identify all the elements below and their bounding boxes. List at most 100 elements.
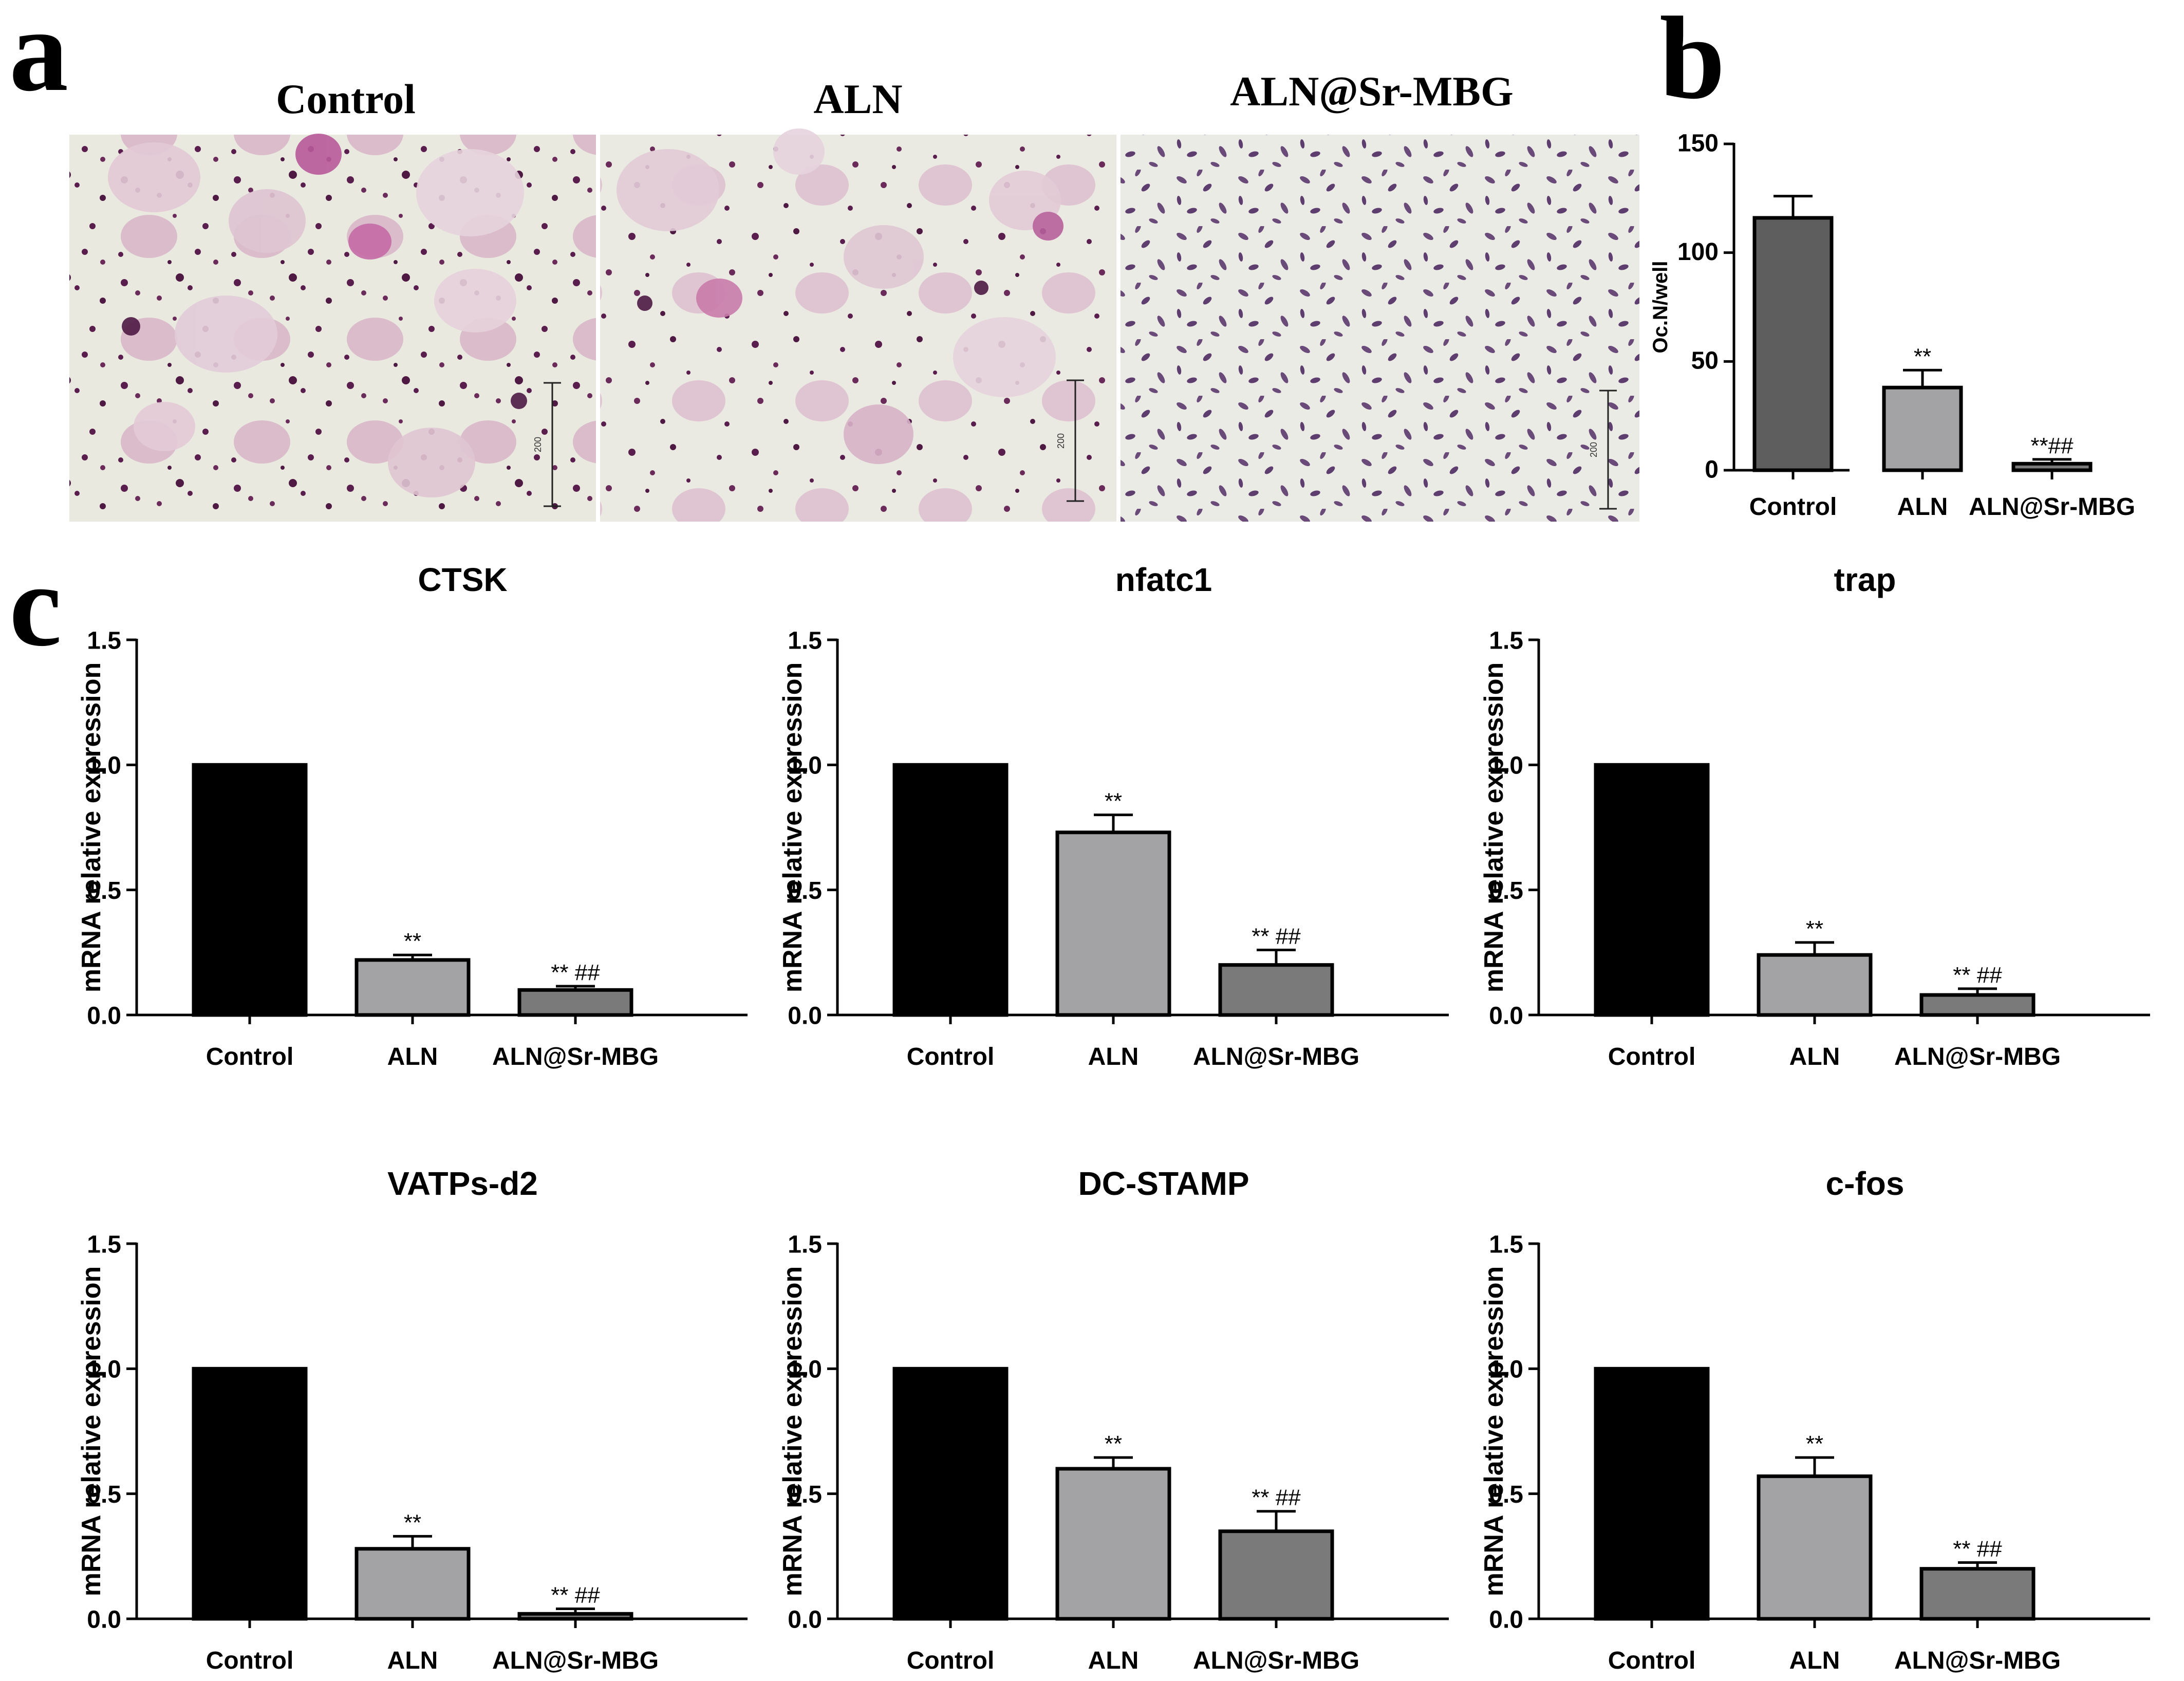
y-axis-label: mRNA relative expression (1479, 662, 1509, 993)
chart-title: c-fos (1826, 1165, 1905, 1202)
bar (1218, 963, 1334, 1017)
x-tick-label: ALN (1789, 1043, 1840, 1070)
bar (1919, 1567, 2036, 1621)
c-fos-chart: c-fos mRNA relative expression 0.0 0.5 1.0 1.… (1479, 1165, 2150, 1674)
micrograph-title: Control (276, 76, 416, 122)
significance-label: ** ## (1252, 1485, 1301, 1510)
x-tick-label: ALN@Sr-MBG (1969, 493, 2135, 521)
x-tick-label: Control (1608, 1647, 1696, 1674)
y-tick-label: 1.0 (87, 752, 121, 780)
y-tick-label: 50 (1691, 347, 1719, 375)
y-axis-label: mRNA relative expression (77, 662, 106, 993)
y-tick-label: 0.0 (1489, 1606, 1523, 1633)
y-tick-label: 1.0 (1489, 752, 1523, 780)
x-tick-label: ALN (387, 1043, 438, 1070)
y-tick-label: 1.5 (788, 627, 822, 654)
x-tick-label: ALN (387, 1647, 438, 1674)
significance-label: ** ## (1953, 1537, 2002, 1562)
y-tick-label: 0.5 (788, 877, 822, 904)
significance-label: **## (2030, 433, 2074, 458)
scale-bar: 200 (1589, 390, 1617, 510)
ctsk-chart: CTSK mRNA relative expression 0.0 0.5 1.0 1.5… (77, 561, 748, 1070)
vatps-d2-chart: VATPs-d2 mRNA relative expression 0.0 0.5 1.… (77, 1165, 748, 1674)
bar (1757, 953, 1873, 1017)
bar (354, 958, 471, 1017)
y-tick-label: 1.0 (1489, 1356, 1523, 1383)
bar (892, 1366, 1009, 1621)
osteoclast-cells (617, 128, 1063, 464)
x-tick-label: Control (1608, 1043, 1696, 1070)
significance-label: ** (404, 929, 421, 954)
significance-label: ** (1105, 1431, 1122, 1456)
osteoclast-cells (108, 134, 527, 497)
y-tick-label: 0.0 (1489, 1002, 1523, 1029)
micrograph-title: ALN (813, 76, 902, 122)
significance-label: ** ## (1953, 963, 2002, 988)
bar (1594, 763, 1710, 1017)
y-tick-label: 1.5 (1489, 1231, 1523, 1258)
y-tick-label: 0.5 (87, 1481, 121, 1508)
chart-title: VATPs-d2 (387, 1165, 538, 1202)
x-tick-label: ALN@Sr-MBG (1894, 1043, 2061, 1070)
panel-letter-a: a (9, 0, 68, 116)
y-axis-label: mRNA relative expression (1479, 1266, 1509, 1597)
x-tick-label: ALN@Sr-MBG (1193, 1043, 1359, 1070)
significance-label: ** ## (1252, 923, 1301, 949)
chart-title: DC-STAMP (1078, 1165, 1249, 1202)
y-tick-label: 0.0 (788, 1002, 822, 1029)
bar (1218, 1529, 1334, 1621)
y-tick-label: 0.5 (1489, 877, 1523, 904)
y-tick-label: 0.5 (87, 877, 121, 904)
chart-title: trap (1834, 561, 1896, 598)
y-tick-label: 1.5 (1489, 627, 1523, 654)
bar (1882, 385, 1963, 472)
x-tick-label: ALN (1897, 493, 1948, 521)
y-tick-label: 0.5 (788, 1481, 822, 1508)
bar (1055, 830, 1171, 1017)
y-tick-label: 1.0 (788, 1356, 822, 1383)
chart-title: CTSK (418, 561, 507, 598)
micrograph-title: ALN@Sr-MBG (1230, 68, 1514, 115)
nfatc1-chart: nfatc1 mRNA relative expression 0.0 0.5 1.0 1… (778, 561, 1449, 1070)
significance-label: ** ## (551, 960, 600, 985)
y-tick-label: 1.5 (87, 627, 121, 654)
dc-stamp-chart: DC-STAMP mRNA relative expression 0.0 0.5 1.… (778, 1165, 1449, 1674)
x-tick-label: Control (907, 1647, 995, 1674)
scale-bar-label: 200 (533, 437, 543, 452)
y-axis-label: Oc.N/well (1649, 261, 1672, 353)
y-tick-label: 150 (1677, 130, 1719, 157)
chart-title: nfatc1 (1115, 561, 1212, 598)
bar (1594, 1366, 1710, 1621)
y-tick-label: 0.5 (1489, 1481, 1523, 1508)
scale-bar-label: 200 (1056, 433, 1066, 449)
micrograph-aln-sr-mbg: ALN@Sr-MBG 200 (1121, 68, 1639, 522)
significance-label: ** (1806, 916, 1823, 941)
x-tick-label: ALN@Sr-MBG (492, 1647, 659, 1674)
panel-letter-b: b (1659, 0, 1725, 123)
y-axis-label: mRNA relative expression (778, 1266, 808, 1597)
micrograph-control: Control 200 (69, 76, 596, 522)
x-tick-label: ALN@Sr-MBG (1894, 1647, 2061, 1674)
x-tick-label: ALN@Sr-MBG (492, 1043, 659, 1070)
bar (517, 988, 633, 1017)
y-tick-label: 1.5 (788, 1231, 822, 1258)
panel-letter-c: c (9, 540, 62, 671)
x-tick-label: Control (907, 1043, 995, 1070)
bar (192, 763, 308, 1017)
bar (892, 763, 1009, 1017)
significance-label: ** (1914, 344, 1931, 369)
bar (1757, 1474, 1873, 1621)
x-tick-label: Control (206, 1647, 294, 1674)
oc-number-chart: Oc.N/well 0 50 100 150 Control ** ALN **## ALN@Sr… (1649, 130, 2135, 521)
y-axis-label: mRNA relative expression (77, 1266, 106, 1597)
bar (192, 1366, 308, 1621)
y-tick-label: 1.0 (788, 752, 822, 780)
scale-bar: 200 (533, 382, 561, 507)
y-tick-label: 1.0 (87, 1356, 121, 1383)
y-axis-label: mRNA relative expression (778, 662, 808, 993)
bar (1055, 1467, 1171, 1621)
bar (354, 1547, 471, 1621)
bar (517, 1612, 633, 1621)
x-tick-label: ALN@Sr-MBG (1193, 1647, 1359, 1674)
